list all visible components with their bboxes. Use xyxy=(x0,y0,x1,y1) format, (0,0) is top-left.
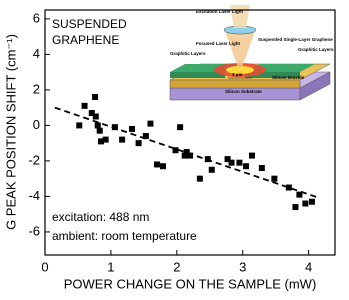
x-tick-label: 0 xyxy=(41,259,48,274)
annotation: GRAPHENE xyxy=(52,33,119,47)
x-tick-label: 1 xyxy=(107,259,114,274)
data-point xyxy=(154,161,161,168)
inset-label: Focused Laser Light xyxy=(196,41,241,46)
annotation: ambient: room temperature xyxy=(52,229,197,243)
data-point xyxy=(196,175,203,182)
x-tick-label: 3 xyxy=(239,259,246,274)
x-axis-label: POWER CHANGE ON THE SAMPLE (mW) xyxy=(64,276,317,291)
annotation: excitation: 488 nm xyxy=(52,210,149,224)
inset-label: Graphitic Layers xyxy=(170,51,206,56)
fit-line xyxy=(54,106,321,200)
data-point xyxy=(96,127,103,134)
data-point xyxy=(159,163,166,170)
data-point xyxy=(292,204,299,211)
data-point xyxy=(142,133,149,140)
data-point xyxy=(296,191,303,198)
data-point xyxy=(92,93,99,100)
data-point xyxy=(94,122,101,129)
inset-label: Silicon Dioxide xyxy=(272,75,305,80)
y-tick-label: 4 xyxy=(33,46,40,61)
data-point xyxy=(187,152,193,159)
data-point xyxy=(285,184,292,191)
inset-label: Suspended Single-Layer Graphene xyxy=(258,37,333,42)
data-point xyxy=(111,124,118,131)
data-point xyxy=(308,198,315,205)
data-point xyxy=(129,125,135,132)
x-tick-label: 4 xyxy=(305,259,312,274)
y-axis-label: G PEAK POSITION SHIFT (cm⁻¹) xyxy=(3,34,18,230)
y-tick-label: -2 xyxy=(28,152,40,167)
data-point xyxy=(98,138,105,145)
data-point xyxy=(248,152,255,159)
data-point xyxy=(271,175,278,182)
data-point xyxy=(172,147,179,154)
x-tick-label: 2 xyxy=(173,259,180,274)
data-point xyxy=(177,124,184,131)
data-point xyxy=(92,113,99,120)
y-tick-label: 0 xyxy=(33,117,40,132)
data-point xyxy=(81,102,88,109)
data-point xyxy=(76,122,83,129)
data-point xyxy=(88,109,95,116)
inset-label: Excitation Laser Light xyxy=(196,9,244,14)
data-point xyxy=(224,156,231,163)
y-tick-label: -6 xyxy=(28,223,40,238)
data-point xyxy=(147,120,154,127)
data-point xyxy=(119,136,126,143)
data-point xyxy=(208,166,215,173)
data-point xyxy=(183,149,190,156)
y-tick-label: 2 xyxy=(33,81,40,96)
data-point xyxy=(302,200,309,207)
y-tick-label: 6 xyxy=(33,10,40,25)
inset-label: 3 μm xyxy=(232,72,243,77)
inset-label: Graphitic Layers xyxy=(298,47,334,52)
data-point xyxy=(135,140,142,147)
inset-diagram xyxy=(169,5,331,101)
data-point xyxy=(228,159,235,166)
y-tick-label: -4 xyxy=(28,188,40,203)
data-point xyxy=(102,136,109,143)
data-point xyxy=(204,156,211,163)
data-point xyxy=(243,163,250,170)
data-point xyxy=(181,152,188,159)
data-point xyxy=(258,165,265,172)
plot-frame xyxy=(44,9,336,256)
data-point xyxy=(236,159,243,166)
annotation: SUSPENDED xyxy=(52,17,127,31)
inset-label: Silicon Substrate xyxy=(225,89,262,94)
